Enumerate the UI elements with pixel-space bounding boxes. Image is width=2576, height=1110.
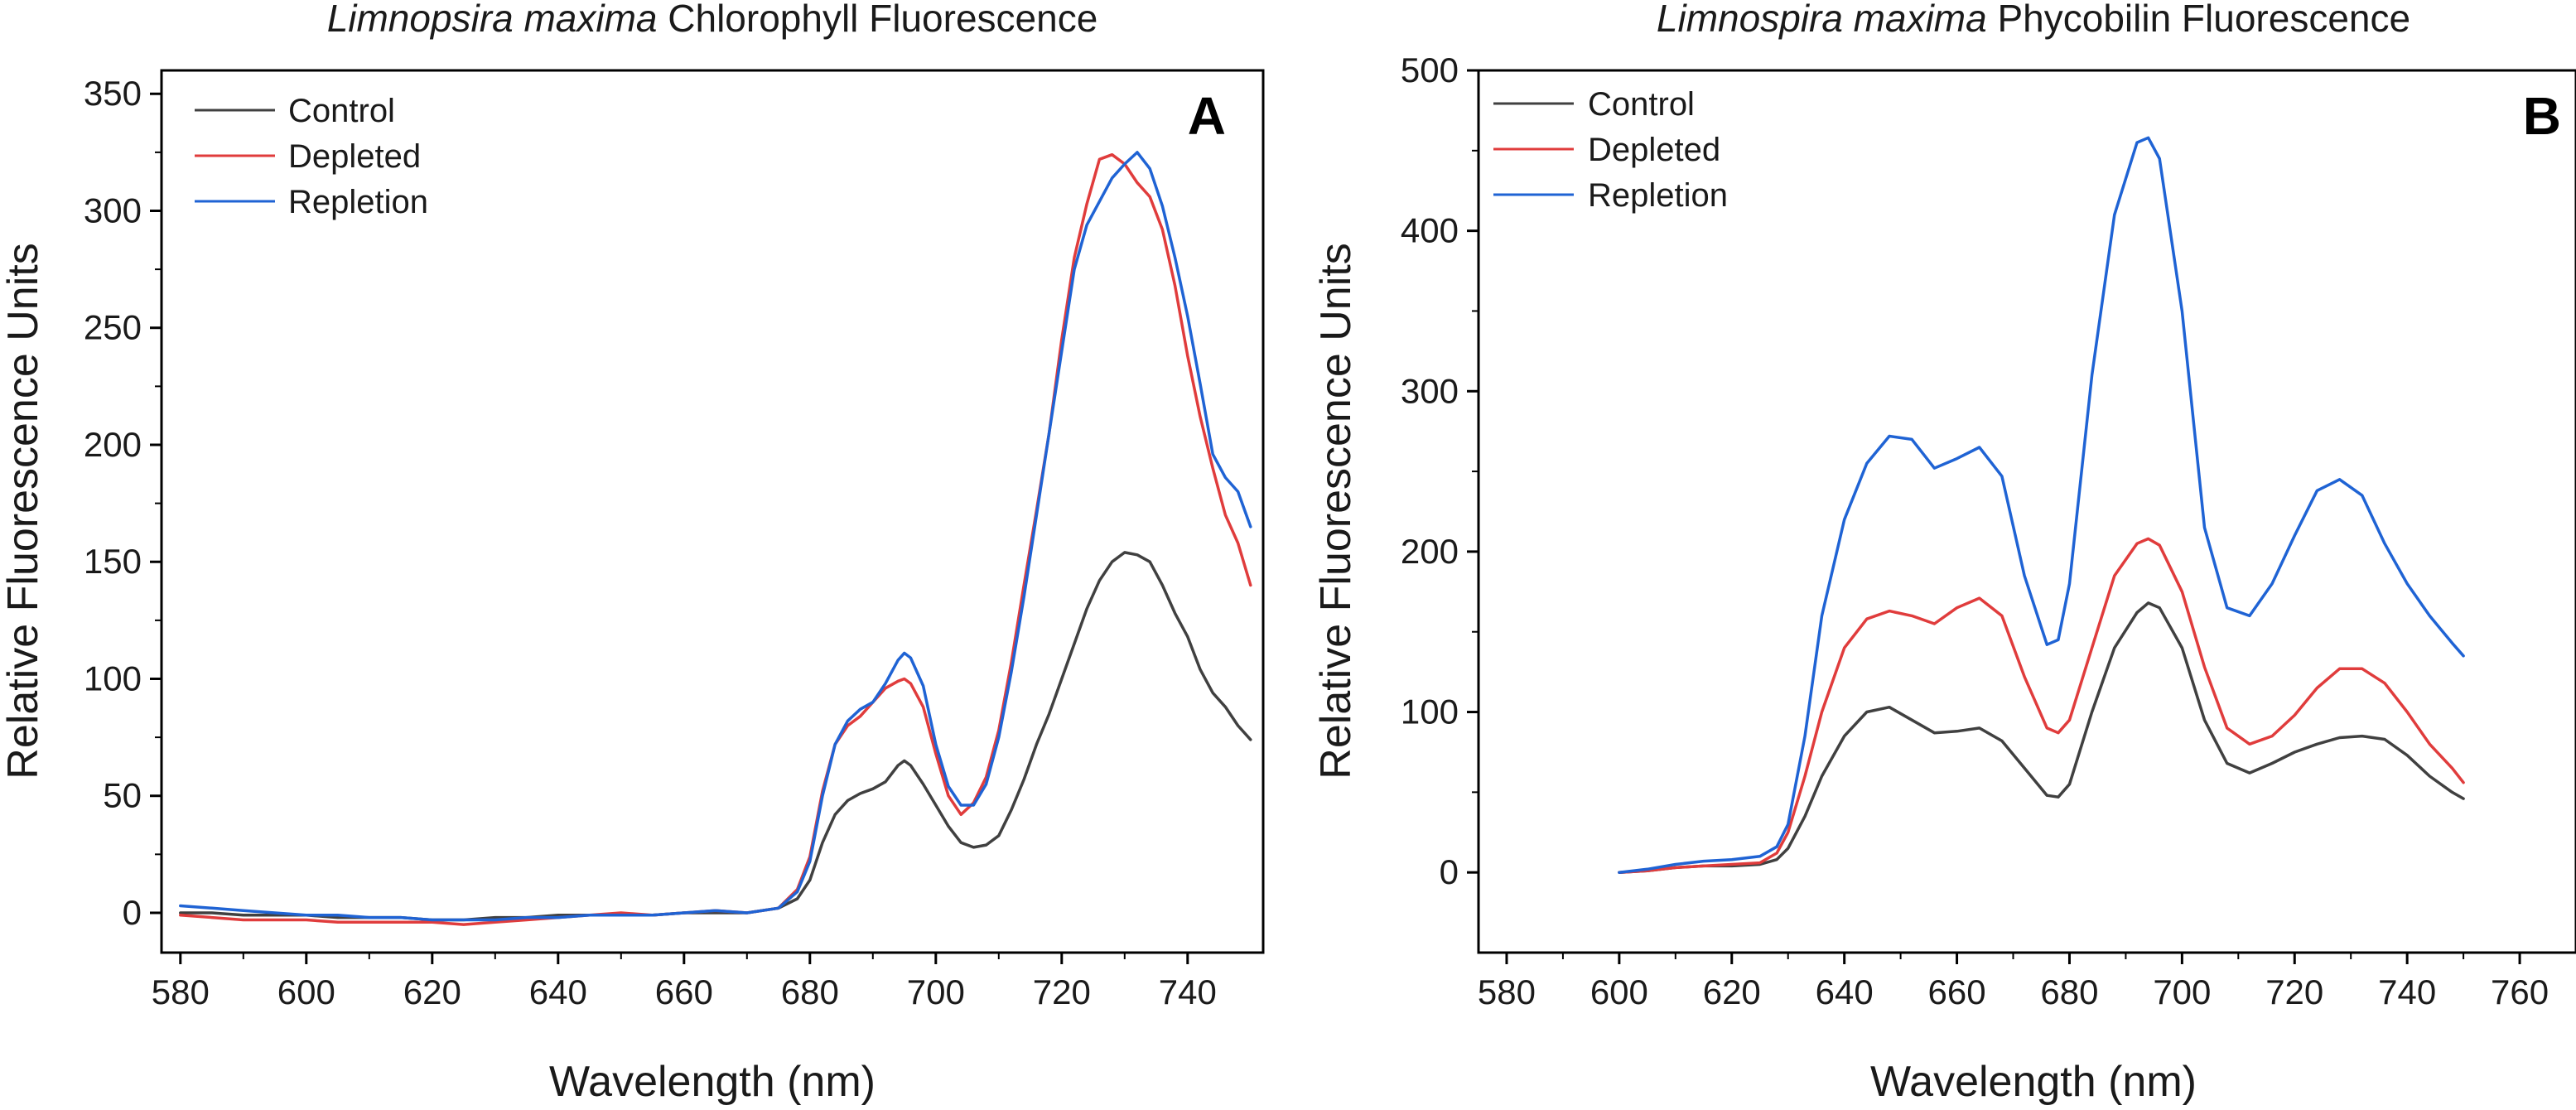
panel-b-series-repletion [1618,136,2465,874]
panel-a-y-axis-label: Relative Fluorescence Units [0,243,47,779]
panel-b-legend-control: Control [1588,86,1695,123]
panel-a-x-tick-label: 600 [277,972,335,1011]
panel-a-legend-repletion: Repletion [288,184,428,220]
panel-b-title: Limnospira maxima Phycobilin Fluorescenc… [1657,0,2410,40]
panel-a-x-tick-label: 680 [781,972,839,1011]
panel-a-label: A [1188,86,1226,146]
panel-a-x-tick-label: 580 [152,972,210,1011]
panel-b-y-axis-label: Relative Fluorescence Units [1312,243,1360,779]
panel-b-label: B [2523,86,2561,146]
panel-b-ticks: 580 600 620 640 660 680 700 720 740 760 0 100 200 300… [1401,51,2549,1011]
panel-a-y-tick-label: 350 [84,74,142,113]
panel-b-legend-repletion: Repletion [1588,177,1728,214]
panel-b-y-tick-label: 400 [1401,211,1459,250]
panel-b-x-tick-label: 760 [2491,972,2549,1011]
panel-a-x-tick-label: 620 [403,972,461,1011]
panel-a-y-tick-label: 0 [123,893,142,932]
panel-b-y-tick-label: 100 [1401,693,1459,731]
panel-b-x-tick-label: 580 [1478,972,1536,1011]
panel-b-legend-depleted: Depleted [1588,132,1720,168]
panel-a-x-tick-label: 660 [655,972,713,1011]
panel-b-y-tick-label: 500 [1401,51,1459,89]
panel-b-title-rest: Phycobilin Fluorescence [1987,0,2410,40]
panel-b-series [1618,136,2465,874]
panel-a-title-rest: Chlorophyll Fluorescence [657,0,1097,40]
panel-b-x-tick-label: 620 [1703,972,1761,1011]
panel-a-legend-control: Control [288,93,395,129]
panel-a-title: Limnopsira maxima Chlorophyll Fluorescen… [327,0,1098,40]
panel-b-y-tick-label: 300 [1401,371,1459,410]
panel-b-y-tick-label: 200 [1401,532,1459,571]
panel-b-x-tick-label: 720 [2265,972,2323,1011]
panel-a-series-depleted [179,152,1252,926]
panel-b-x-axis-label: Wavelength (nm) [1870,1058,2197,1106]
panel-a-series-control [179,551,1252,922]
panel-a-legend-depleted: Depleted [288,138,421,175]
panel-a-title-species: Limnopsira maxima [327,0,658,40]
panel-a-chlorophyll-chart: Limnopsira maxima Chlorophyll Fluorescen… [0,0,1265,1106]
panel-a-x-tick-label: 700 [907,972,965,1011]
panel-b-series-depleted [1618,537,2465,874]
panel-b-plot-frame [1477,69,2576,954]
panel-a-y-tick-label: 300 [84,191,142,229]
panel-a-x-tick-label: 640 [529,972,587,1011]
panel-a-series-repletion [179,151,1252,922]
panel-b-phycobilin-chart: Limnospira maxima Phycobilin Fluorescenc… [1312,0,2576,1106]
panel-a-y-tick-label: 150 [84,542,142,581]
panel-b-x-tick-label: 660 [1928,972,1986,1011]
panel-a-plot-frame [160,69,1265,954]
panel-b-x-tick-label: 740 [2378,972,2436,1011]
panel-a-ticks: 580 600 620 640 660 680 700 720 740 0 50 100 150 200 2… [84,74,1217,1011]
panel-b-series-control [1618,601,2465,874]
panel-b-legend: Control Depleted Repletion [1493,86,1728,214]
panel-a-x-tick-label: 740 [1159,972,1217,1011]
panel-a-y-tick-label: 200 [84,425,142,464]
panel-a-series [179,151,1252,926]
panel-a-y-tick-label: 250 [84,308,142,347]
panel-a-x-axis-label: Wavelength (nm) [549,1058,876,1106]
panel-b-y-tick-label: 0 [1440,852,1459,891]
panel-b-x-tick-label: 700 [2153,972,2211,1011]
panel-a-legend: Control Depleted Repletion [195,93,428,220]
panel-b-x-tick-label: 680 [2040,972,2098,1011]
panel-b-title-species: Limnospira maxima [1657,0,1987,40]
panel-a-y-tick-label: 50 [103,776,142,815]
panel-a-x-tick-label: 720 [1033,972,1091,1011]
panel-a-y-tick-label: 100 [84,659,142,697]
panel-b-x-tick-label: 600 [1590,972,1648,1011]
panel-b-x-tick-label: 640 [1816,972,1874,1011]
